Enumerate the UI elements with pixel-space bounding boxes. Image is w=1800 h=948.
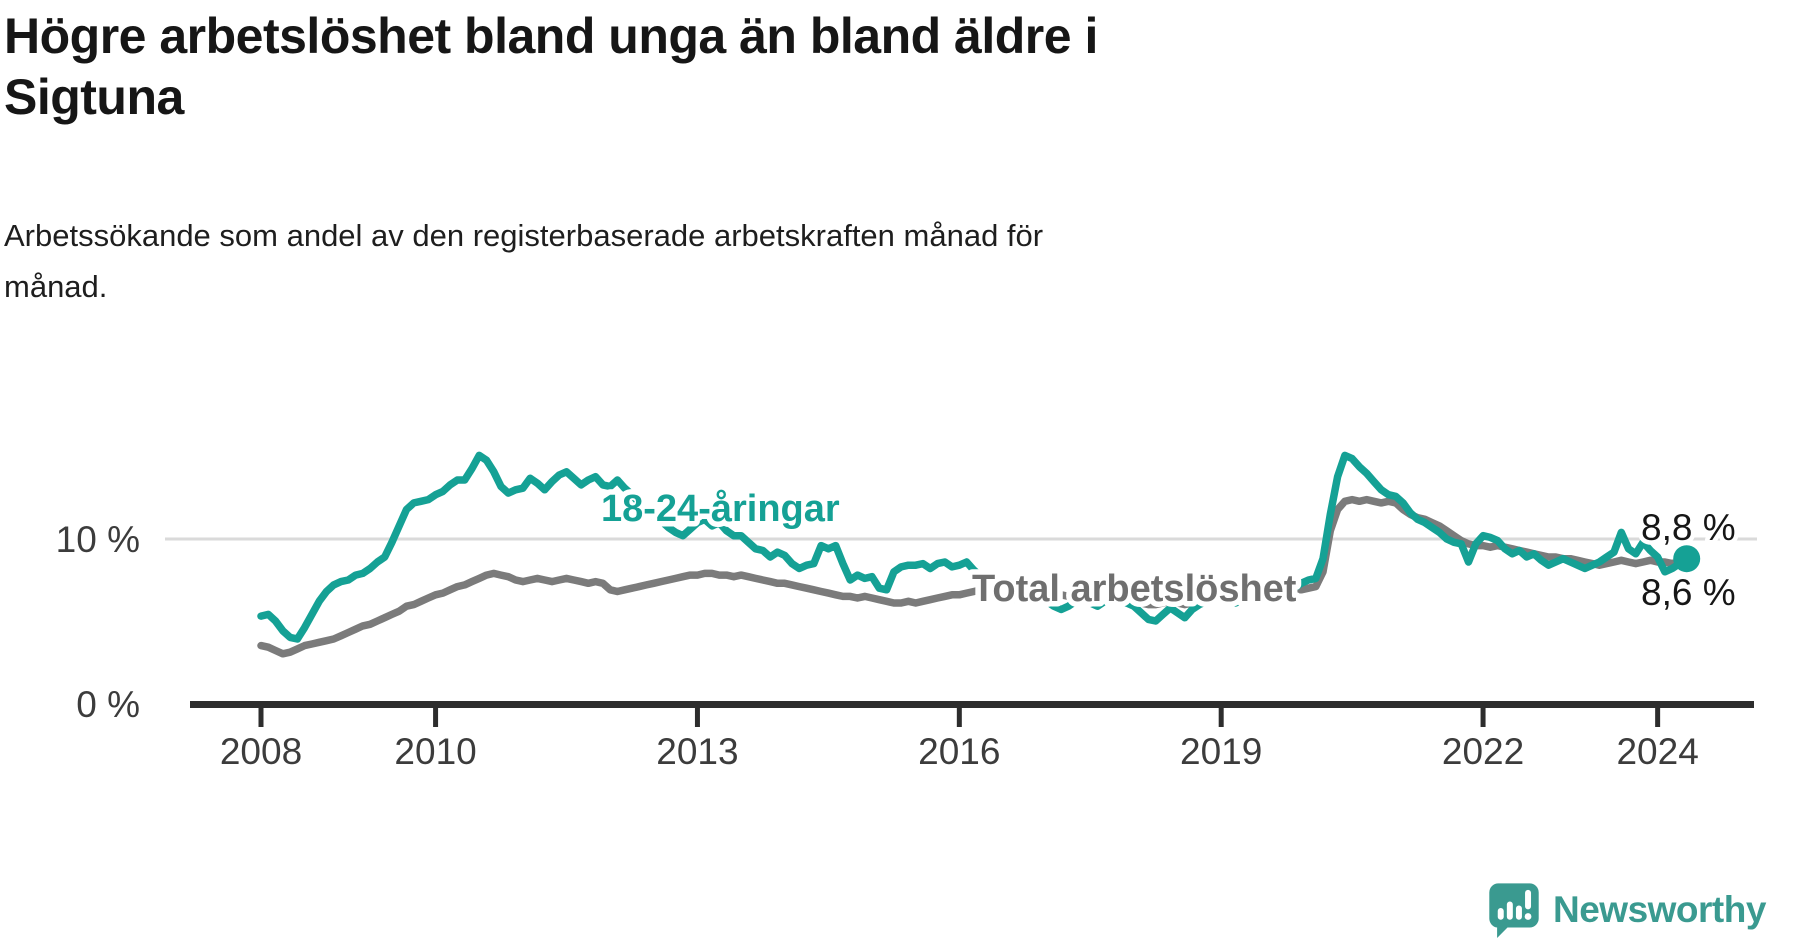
x-tick-label: 2016 bbox=[918, 731, 1000, 772]
y-tick-label-0: 0 % bbox=[76, 684, 140, 725]
title-line-2: Sigtuna bbox=[4, 69, 184, 125]
youth-series-label: 18-24-åringar bbox=[601, 488, 840, 530]
newsworthy-logo: Newsworthy bbox=[1488, 882, 1766, 938]
page-title: Högre arbetslöshet bland unga än bland ä… bbox=[4, 6, 1504, 128]
youth-series-line bbox=[257, 451, 1691, 643]
x-tick-label: 2019 bbox=[1180, 731, 1262, 772]
youth-end-value-label: 8,8 % bbox=[1641, 507, 1736, 548]
x-tick-label: 2022 bbox=[1442, 731, 1524, 772]
subtitle-line-2: månad. bbox=[4, 269, 108, 304]
x-tick-label: 2008 bbox=[220, 731, 302, 772]
subtitle-line-1: Arbetssökande som andel av den registerb… bbox=[4, 218, 1044, 253]
total-end-value-label: 8,6 % bbox=[1641, 572, 1736, 613]
y-tick-label-10: 10 % bbox=[56, 519, 140, 560]
x-axis-ticks: 2008 2010 2013 2016 2019 2022 2024 bbox=[220, 706, 1699, 772]
x-tick-label: 2013 bbox=[656, 731, 738, 772]
title-line-1: Högre arbetslöshet bland unga än bland ä… bbox=[4, 8, 1098, 64]
total-series-label: Total arbetslöshet bbox=[972, 568, 1297, 610]
newsworthy-logo-icon bbox=[1489, 883, 1539, 938]
total-series-line bbox=[257, 495, 1691, 658]
chart-subtitle: Arbetssökande som andel av den registerb… bbox=[4, 210, 1464, 312]
newsworthy-logo-text: Newsworthy bbox=[1553, 889, 1766, 930]
x-tick-label: 2010 bbox=[394, 731, 476, 772]
x-tick-label: 2024 bbox=[1616, 731, 1698, 772]
series-end-dot bbox=[1673, 545, 1701, 573]
